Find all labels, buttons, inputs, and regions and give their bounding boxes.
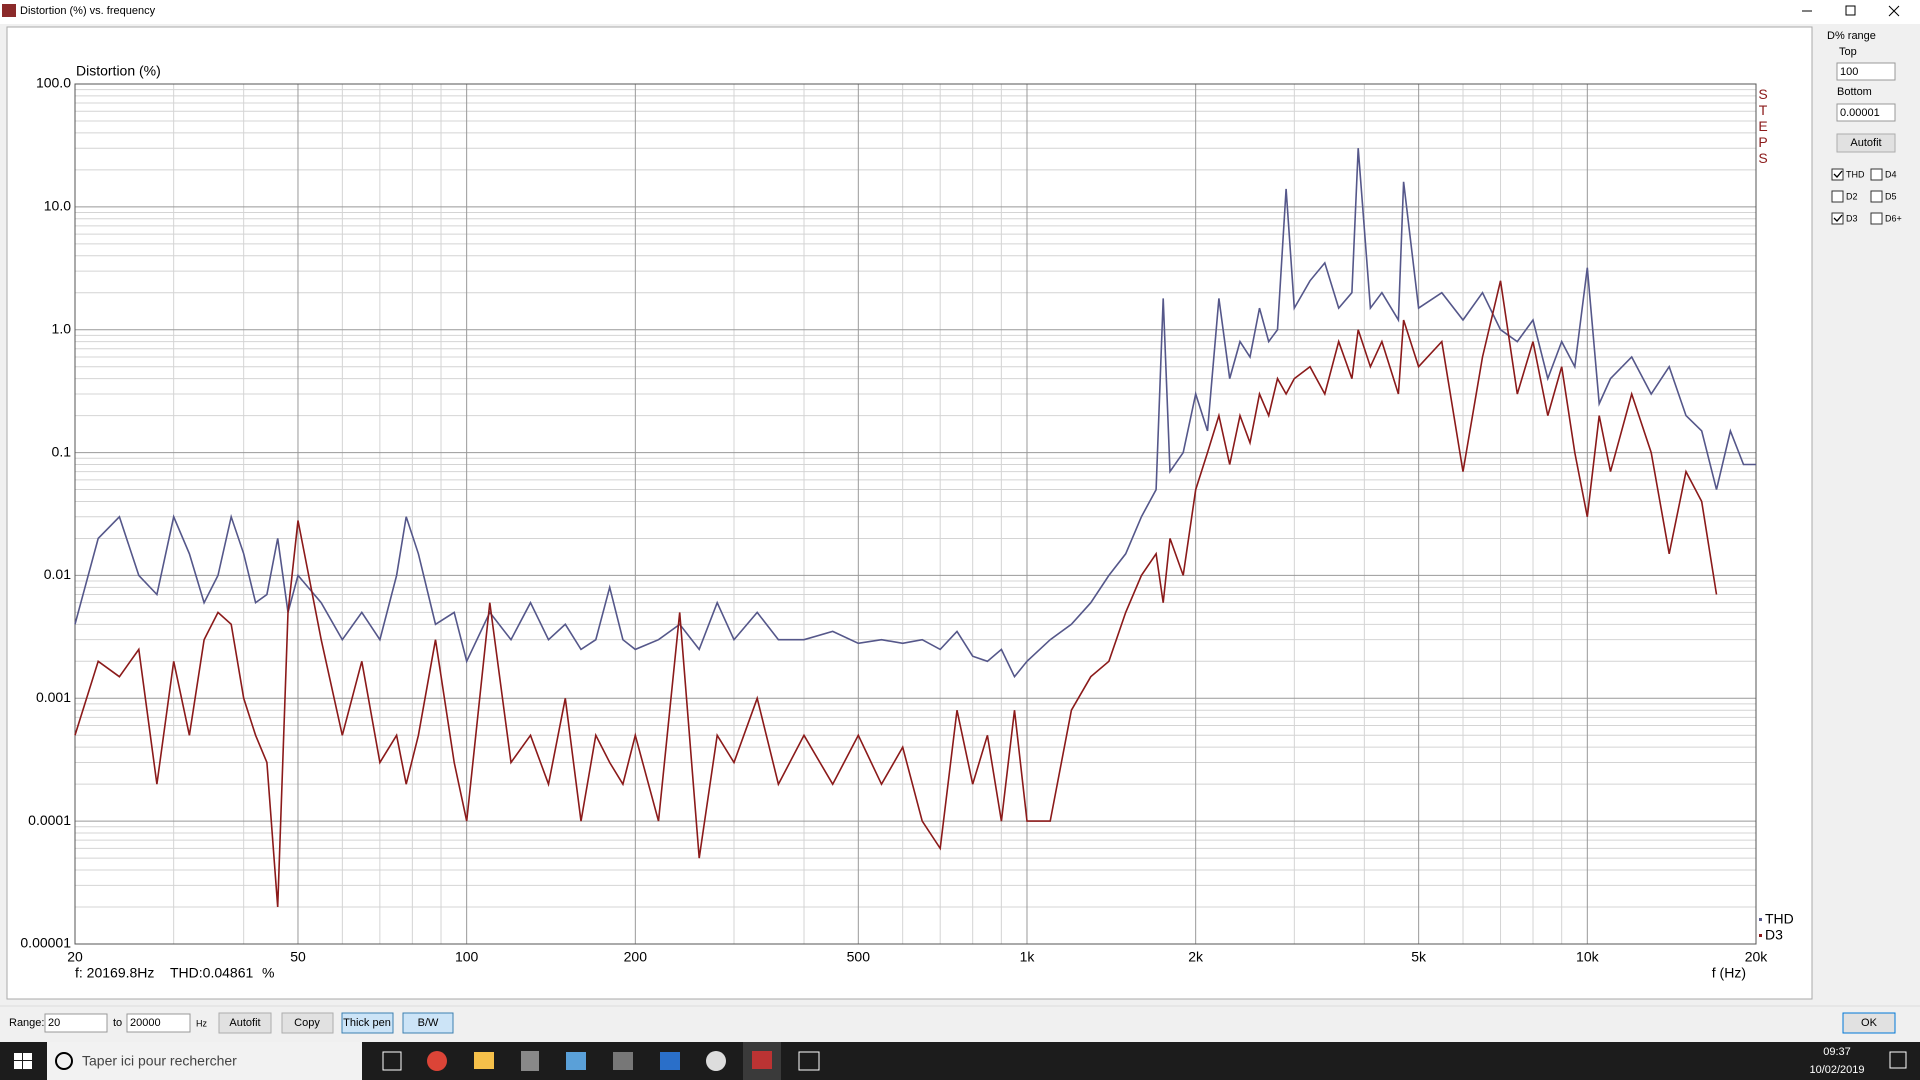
x-tick-label: 20 <box>67 949 83 965</box>
restore[interactable] <box>1845 5 1856 16</box>
autofit-label: Autofit <box>1850 137 1881 149</box>
x-tick-label: 500 <box>847 949 871 965</box>
clock-time: 09:37 <box>1823 1046 1851 1058</box>
clock-date: 10/02/2019 <box>1809 1064 1864 1076</box>
app-icon <box>2 4 16 17</box>
x-tick-label: 1k <box>1020 949 1036 965</box>
calculator[interactable] <box>521 1051 539 1071</box>
series-line <box>74 280 1718 908</box>
x-tick-label: 200 <box>624 949 648 965</box>
x-tick-label: 100 <box>455 949 479 965</box>
copy-btn[interactable] <box>281 1012 334 1034</box>
chrome[interactable] <box>427 1051 447 1071</box>
status-thd: THD:0.04861 <box>170 965 253 981</box>
app[interactable] <box>613 1052 633 1070</box>
bw-btn[interactable] <box>402 1012 454 1034</box>
store[interactable] <box>660 1052 680 1070</box>
search-icon <box>55 1052 73 1070</box>
status-freq: f: 20169.8Hz <box>75 965 154 981</box>
top-label: Top <box>1839 46 1857 58</box>
y-tick-label: 0.001 <box>36 689 71 705</box>
check-mark <box>1833 214 1843 222</box>
ok-btn[interactable] <box>1842 1012 1896 1034</box>
status-unit: % <box>262 965 274 981</box>
task-view[interactable] <box>382 1051 402 1071</box>
from-value: 20 <box>48 1017 60 1029</box>
copy-text: Copy <box>294 1017 320 1029</box>
checkbox[interactable] <box>1831 212 1844 225</box>
app[interactable] <box>706 1051 726 1071</box>
plot-window <box>6 26 1813 1000</box>
y-tick-label: 1.0 <box>52 320 72 336</box>
ok-text: OK <box>1861 1017 1878 1029</box>
to-select[interactable] <box>126 1013 191 1033</box>
y-tick-label: 0.01 <box>44 566 71 582</box>
checkbox-label: D3 <box>1846 213 1858 223</box>
checkbox[interactable] <box>1831 190 1844 203</box>
to-label: to <box>113 1017 122 1029</box>
x-tick-label: 50 <box>290 949 306 965</box>
thick-pen-btn[interactable] <box>341 1012 394 1034</box>
legend-label: THD <box>1765 911 1794 927</box>
app[interactable] <box>566 1052 586 1070</box>
close[interactable] <box>1888 5 1900 17</box>
checkbox[interactable] <box>1870 190 1883 203</box>
top-select[interactable] <box>1836 62 1896 81</box>
legend-label: D3 <box>1765 927 1783 943</box>
autofit-text: Autofit <box>229 1017 260 1029</box>
legend-swatch <box>1759 934 1762 937</box>
photos[interactable] <box>798 1051 820 1071</box>
watermark: STEPS <box>1755 86 1771 166</box>
thick-pen-text: Thick pen <box>343 1017 391 1029</box>
plot-frame <box>74 83 1757 945</box>
checkbox-label: D4 <box>1885 169 1897 179</box>
x-tick-label: 5k <box>1411 949 1427 965</box>
explorer[interactable] <box>474 1052 494 1069</box>
top-value: 100 <box>1840 66 1858 78</box>
y-tick-label: 10.0 <box>44 198 71 214</box>
from-select[interactable] <box>44 1013 108 1033</box>
legend-swatch <box>1759 918 1762 921</box>
autofit-button[interactable] <box>1836 133 1896 153</box>
bw-text: B/W <box>418 1017 439 1029</box>
y-tick-label: 0.00001 <box>20 935 71 951</box>
x-axis-label: f (Hz) <box>1712 965 1746 981</box>
checkbox-label: D2 <box>1846 191 1858 201</box>
unit: Hz <box>196 1018 207 1028</box>
start-button[interactable] <box>14 1053 32 1069</box>
y-tick-label: 0.0001 <box>28 812 71 828</box>
autofit-btn[interactable] <box>218 1012 272 1034</box>
bottom-select[interactable] <box>1836 103 1896 122</box>
range-label: Range: <box>9 1017 44 1029</box>
checkbox-label: D5 <box>1885 191 1897 201</box>
window-title: Distortion (%) vs. frequency <box>20 5 156 17</box>
series-line <box>74 148 1756 679</box>
notifications[interactable] <box>1889 1051 1907 1069</box>
bottom-label: Bottom <box>1837 86 1872 98</box>
to-value: 20000 <box>130 1017 161 1029</box>
bottom-value: 0.00001 <box>1840 107 1880 119</box>
checkbox[interactable] <box>1831 168 1844 181</box>
x-tick-label: 10k <box>1576 949 1600 965</box>
checkbox[interactable] <box>1870 168 1883 181</box>
search-text: Taper ici pour rechercher <box>82 1053 237 1069</box>
y-tick-label: 0.1 <box>52 443 72 459</box>
checkbox[interactable] <box>1870 212 1883 225</box>
search-box[interactable] <box>47 1042 362 1080</box>
checkbox-label: THD <box>1846 169 1865 179</box>
x-tick-label: 2k <box>1188 949 1204 965</box>
check-mark <box>1833 170 1843 178</box>
steps-icon <box>752 1051 772 1069</box>
y-tick-label: 100.0 <box>36 75 71 91</box>
x-tick-label: 20k <box>1745 949 1769 965</box>
panel-title: D% range <box>1827 30 1876 42</box>
checkbox-label: D6+ <box>1885 213 1902 223</box>
y-axis-label: Distortion (%) <box>76 63 161 79</box>
